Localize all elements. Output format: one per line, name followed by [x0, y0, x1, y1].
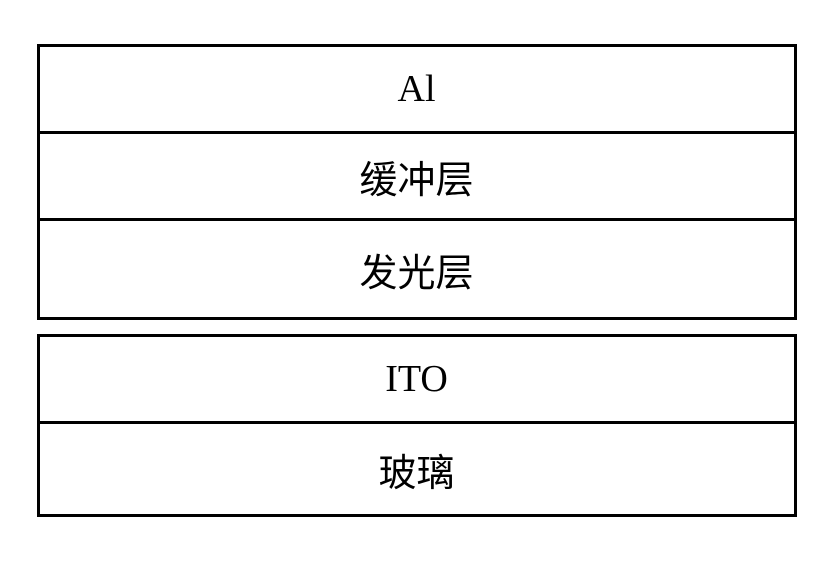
layer-gap — [37, 320, 797, 334]
layer-al: Al — [37, 44, 797, 134]
layer-glass: 玻璃 — [37, 421, 797, 517]
layer-label: 缓冲层 — [359, 149, 473, 204]
layer-emissive: 发光层 — [37, 218, 797, 320]
layer-label: 玻璃 — [378, 442, 454, 497]
layer-label: 发光层 — [359, 242, 473, 297]
layer-label: ITO — [385, 357, 448, 401]
layer-ito: ITO — [37, 334, 797, 424]
layer-stack: Al 缓冲层 发光层 ITO 玻璃 — [37, 44, 797, 517]
layer-label: Al — [398, 67, 436, 111]
layer-buffer: 缓冲层 — [37, 131, 797, 221]
